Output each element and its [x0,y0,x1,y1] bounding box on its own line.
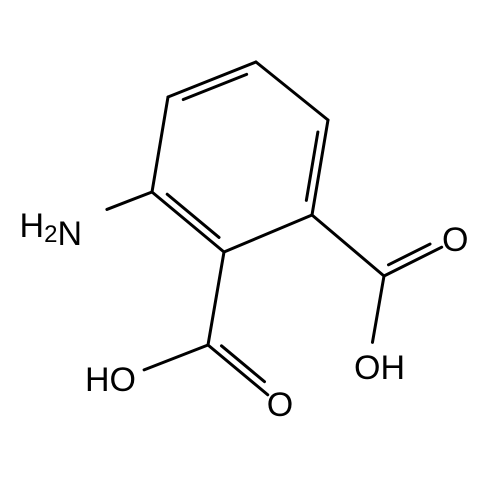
atom-label-O12: O [267,386,293,424]
bond-C3-C4 [306,120,328,215]
bond-C8-O9 [384,244,442,276]
bond-C6-N7 [107,192,152,209]
atom-label-O10: OH [354,349,405,387]
bond-C5-C11 [208,252,224,345]
bond-C8-O10 [372,276,384,342]
bond-C4-C8 [312,215,384,276]
molecule-diagram: H2N O OH O HO [0,0,500,500]
atom-label-O13: HO [85,361,136,399]
atom-label-O9: O [442,221,468,259]
bond-C11-O13 [144,345,208,370]
bond-C4-C5 [224,215,312,252]
bond-C6-C1 [152,97,168,192]
bond-C2-C3 [256,62,328,120]
bond-C5-C6 [152,192,224,252]
bond-C11-O12 [208,345,268,395]
atom-label-N7: H2N [20,207,82,253]
bond-C1-C2 [168,62,256,100]
